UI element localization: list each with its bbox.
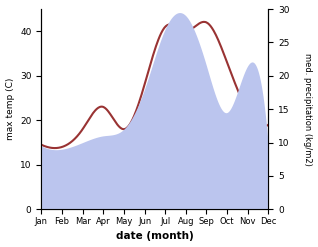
X-axis label: date (month): date (month) xyxy=(116,231,194,242)
Y-axis label: max temp (C): max temp (C) xyxy=(5,78,15,140)
Y-axis label: med. precipitation (kg/m2): med. precipitation (kg/m2) xyxy=(303,53,313,165)
